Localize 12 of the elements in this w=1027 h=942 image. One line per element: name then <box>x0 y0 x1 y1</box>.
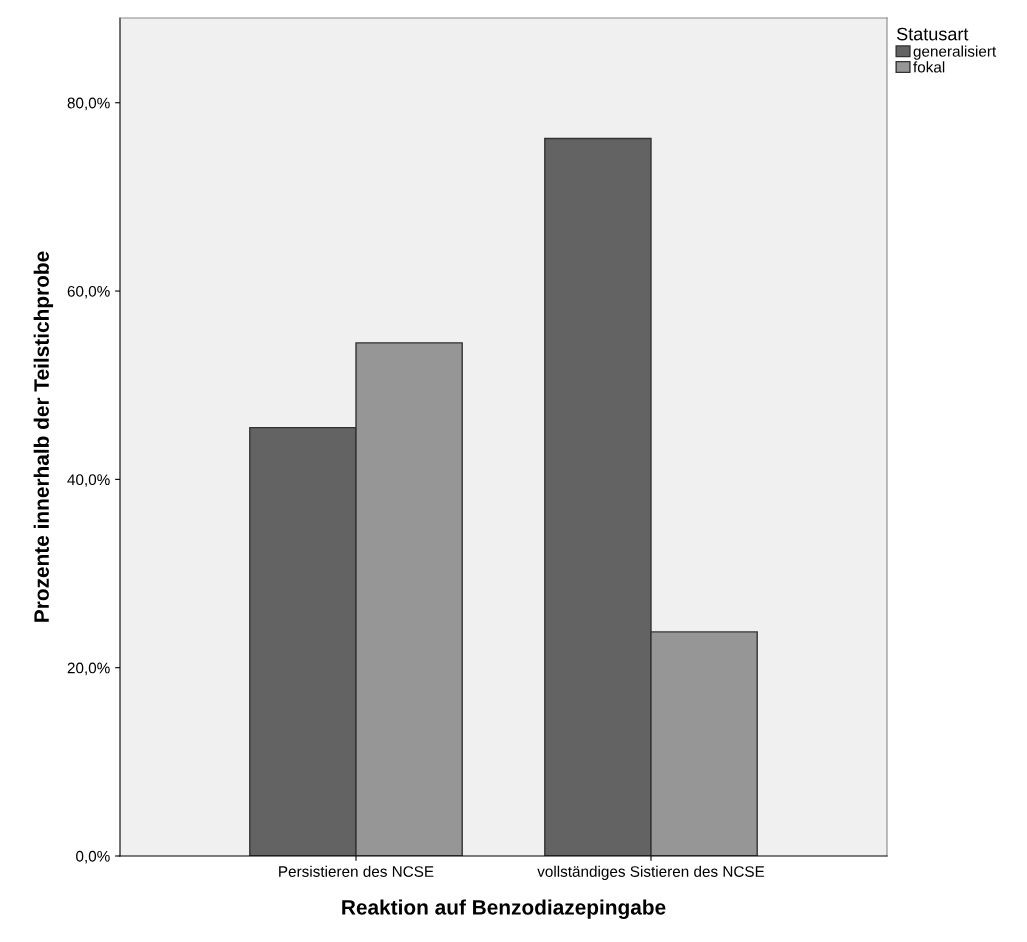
y-tick-label: 80,0% <box>67 97 110 111</box>
x-axis-title: Reaktion auf Benzodiazepingabe <box>342 899 666 919</box>
legend-label: generalisiert <box>913 45 997 60</box>
x-tick-label: Persistieren des NCSE <box>279 865 434 877</box>
x-tick-label: vollständiges Sistieren des NCSE <box>537 865 765 880</box>
legend-label: fokal <box>913 61 945 73</box>
y-tick-label: 40,0% <box>67 474 110 487</box>
y-tick-label: 60,0% <box>67 285 110 299</box>
legend-title: Statusart <box>896 27 969 41</box>
y-tick-label: 0,0% <box>76 850 110 864</box>
y-tick-label: 20,0% <box>67 662 110 676</box>
y-axis-title: Prozente innerhalb der Teilstichprobe <box>33 251 54 622</box>
